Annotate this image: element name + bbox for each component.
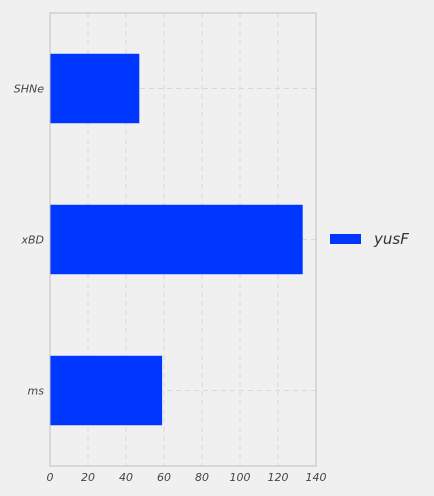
x-axis-ticks: 0 20 40 60 80 100 120 140: [47, 471, 327, 484]
x-tick-label-0: 0: [47, 471, 54, 484]
plot-frame: [49, 12, 317, 467]
x-tick-label-80: 80: [195, 471, 209, 484]
x-tick-label-60: 60: [157, 471, 171, 484]
y-tick-label-xBD: xBD: [20, 234, 44, 247]
x-tick-label-20: 20: [81, 471, 95, 484]
bar-SHNe: [50, 53, 140, 124]
x-tick-label-120: 120: [268, 471, 289, 484]
bar-ms: [50, 355, 163, 426]
y-tick-label-SHNe: SHNe: [14, 83, 44, 96]
legend-label-yusF: yusF: [373, 230, 409, 248]
bars: [50, 53, 303, 426]
x-tick-label-100: 100: [230, 471, 251, 484]
x-tick-label-40: 40: [119, 471, 133, 484]
x-tick-label-140: 140: [306, 471, 327, 484]
y-axis-ticks: SHNe xBD ms: [14, 83, 45, 398]
legend: yusF: [330, 230, 409, 248]
legend-swatch: [330, 234, 361, 244]
bar-xBD: [50, 204, 303, 275]
y-tick-label-ms: ms: [28, 385, 45, 398]
